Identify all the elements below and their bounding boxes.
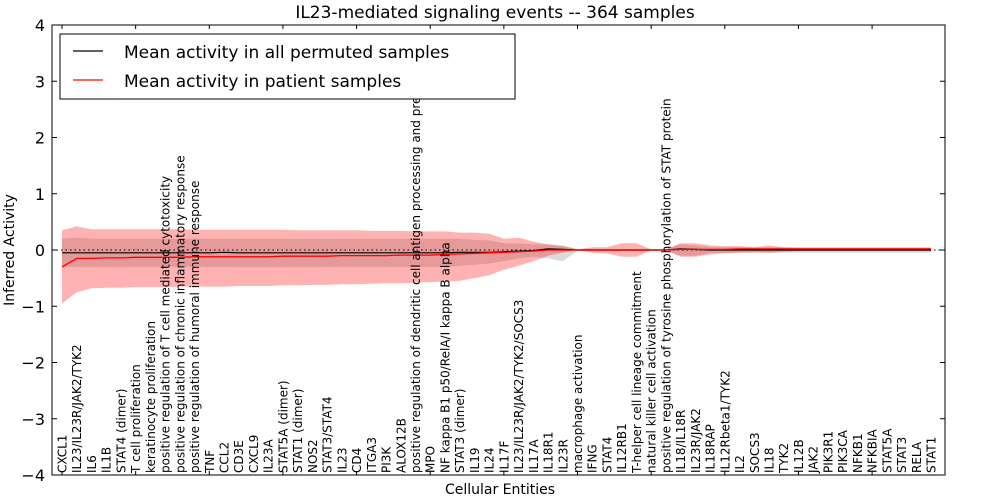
x-tick-label: SOCS3 xyxy=(748,432,762,473)
y-tick-label: −2 xyxy=(21,354,45,373)
x-tick-label: IL23R xyxy=(556,439,570,473)
x-tick-label: IL12Rbeta1/TYK2 xyxy=(718,370,732,473)
x-tick-label: keratinocyte proliferation xyxy=(144,321,158,473)
x-tick-label: IL2 xyxy=(733,455,747,473)
x-tick-label: IL19 xyxy=(468,448,482,474)
x-tick-label: natural killer cell activation xyxy=(645,309,659,473)
x-tick-label: STAT3 (dimer) xyxy=(453,389,467,473)
x-tick-label: STAT3 xyxy=(895,437,909,473)
x-tick-label: STAT1 xyxy=(925,437,939,473)
x-tick-label: MPO xyxy=(424,446,438,473)
legend-box xyxy=(59,33,516,100)
x-tick-label: IL24 xyxy=(483,448,497,474)
x-tick-label: positive regulation of T cell mediated c… xyxy=(159,176,173,473)
x-tick-label: positive regulation of tyrosine phosphor… xyxy=(659,98,673,473)
x-tick-label: CXCL9 xyxy=(247,435,261,473)
x-tick-label: T-helper cell lineage commitment xyxy=(630,271,644,474)
patient-mean-line xyxy=(61,248,931,268)
x-tick-label: TNF xyxy=(203,450,217,474)
x-tick-label: IL23R/JAK2 xyxy=(689,408,703,473)
x-tick-label: T cell proliferation xyxy=(129,364,143,474)
x-tick-label: STAT5A (dimer) xyxy=(276,380,290,473)
chart-title: IL23-mediated signaling events -- 364 sa… xyxy=(295,3,695,23)
y-tick-label: 4 xyxy=(35,16,45,35)
x-tick-label: positive regulation of dendritic cell an… xyxy=(409,40,423,473)
x-tick-label: JAK2 xyxy=(807,446,821,474)
x-tick-label: NF kappa B1 p50/RelA/I kappa B alpha xyxy=(438,242,452,473)
x-tick-label: STAT4 xyxy=(601,437,615,473)
y-tick-label: −3 xyxy=(21,410,45,429)
y-tick-label: −1 xyxy=(21,297,45,316)
x-tick-label: IL23 xyxy=(335,448,349,474)
x-tick-label: CXCL1 xyxy=(56,435,70,473)
x-tick-label: CCL2 xyxy=(218,442,232,473)
x-tick-label: positive regulation of humoral immune re… xyxy=(188,181,202,473)
x-tick-label: IL18RAP xyxy=(704,424,718,473)
x-tick-label: ALOX12B xyxy=(394,418,408,473)
x-tick-label: IL17A xyxy=(527,439,541,473)
x-tick-label: STAT4 (dimer) xyxy=(114,389,128,473)
x-tick-label: positive regulation of chronic inflammat… xyxy=(173,155,187,473)
y-tick-label: 0 xyxy=(35,241,45,260)
x-tick-label: PIK3R1 xyxy=(821,431,835,473)
plot-frame xyxy=(51,24,946,476)
y-axis-label: Inferred Activity xyxy=(2,194,18,306)
x-tick-label: NOS2 xyxy=(306,439,320,473)
legend-label-permuted: Mean activity in all permuted samples xyxy=(124,43,449,63)
y-tick-label: 1 xyxy=(35,185,45,204)
x-tick-label: IL23A xyxy=(262,439,276,473)
x-tick-label: IL18/IL18R xyxy=(674,410,688,473)
x-tick-label: macrophage activation xyxy=(571,335,585,473)
x-tick-label: IL12B xyxy=(792,439,806,473)
x-axis-label: Cellular Entities xyxy=(445,482,555,498)
x-tick-label: STAT3/STAT4 xyxy=(321,396,335,473)
x-tick-label: IFNG xyxy=(586,444,600,473)
legend: Mean activity in all permuted samples Me… xyxy=(59,33,516,100)
x-tick-label: IL18R1 xyxy=(542,432,556,473)
x-tick-label: IL23/IL23R/JAK2/TYK2/SOCS3 xyxy=(512,300,526,473)
x-tick-label: IL1B xyxy=(100,447,114,473)
patient-confidence-band xyxy=(62,226,931,304)
x-tick-label: IL6 xyxy=(85,455,99,473)
x-tick-label: PI3K xyxy=(380,446,394,473)
y-tick-label: −4 xyxy=(21,466,45,485)
x-tick-label: CD4 xyxy=(350,448,364,473)
x-tick-label: IL23/IL23R/JAK2/TYK2 xyxy=(70,344,84,473)
x-tick-label: PIK3CA xyxy=(836,429,850,473)
y-tick-label: 3 xyxy=(35,72,45,91)
x-tick-label: RELA xyxy=(910,441,924,473)
x-tick-label: STAT5A xyxy=(880,428,894,473)
x-tick-label: IL18 xyxy=(763,448,777,474)
x-tick-label: IL12RB1 xyxy=(615,423,629,473)
x-tick-label: NFKBIA xyxy=(866,428,880,473)
x-tick-label: NFKB1 xyxy=(851,433,865,473)
legend-label-patient: Mean activity in patient samples xyxy=(124,72,401,92)
x-tick-label: CD3E xyxy=(232,440,246,473)
x-tick-label: IL17F xyxy=(497,441,511,473)
x-tick-label: TYK2 xyxy=(777,443,791,474)
x-tick-label: STAT1 (dimer) xyxy=(291,389,305,473)
y-tick-label: 2 xyxy=(35,129,45,148)
x-tick-label: ITGA3 xyxy=(365,437,379,473)
